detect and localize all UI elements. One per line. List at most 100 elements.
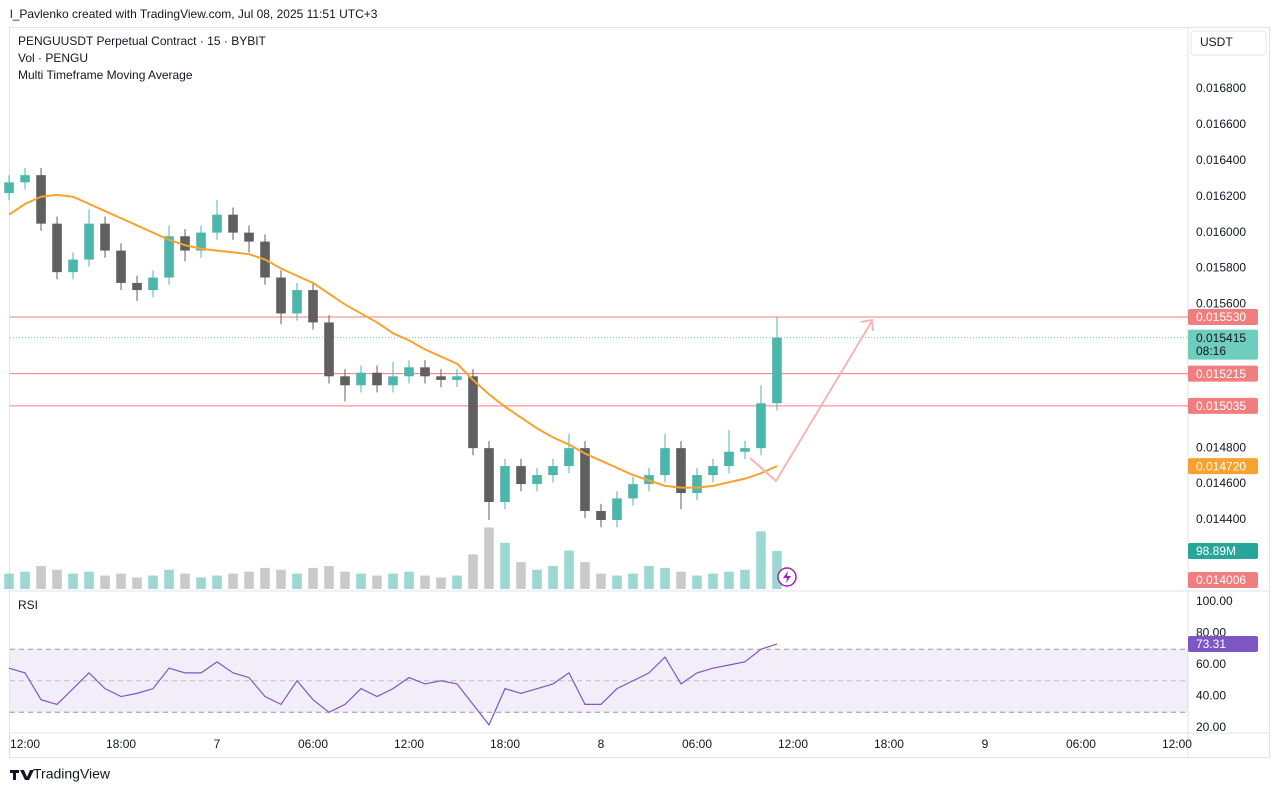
y-tick-label: 0.015600 bbox=[1196, 297, 1246, 311]
volume-bar bbox=[756, 531, 766, 589]
x-tick-label: 06:00 bbox=[298, 737, 328, 751]
volume-bar bbox=[68, 573, 78, 589]
volume-legend: Vol · PENGU bbox=[18, 51, 88, 65]
brand: TradingView bbox=[33, 766, 111, 782]
volume-bar bbox=[644, 565, 654, 589]
candle-body bbox=[740, 448, 750, 452]
candle-body bbox=[180, 236, 190, 251]
volume-bar bbox=[116, 573, 126, 589]
candle-body bbox=[580, 448, 590, 511]
candle-body bbox=[452, 376, 462, 380]
candle-body bbox=[52, 223, 62, 273]
candle-body bbox=[308, 290, 318, 323]
volume-bar bbox=[36, 565, 46, 589]
price-line-label: 0.015215 bbox=[1196, 367, 1246, 381]
candle-body bbox=[228, 214, 238, 233]
volume-bar bbox=[708, 573, 718, 589]
y-tick-label: 0.016200 bbox=[1196, 189, 1246, 203]
ma-legend: Multi Timeframe Moving Average bbox=[18, 68, 193, 82]
candle-body bbox=[772, 337, 782, 404]
current-price-label: 0.015415 bbox=[1196, 331, 1246, 345]
arrow-drawing bbox=[749, 320, 873, 483]
candle-body bbox=[36, 175, 46, 224]
volume-bar bbox=[100, 575, 110, 589]
candle-body bbox=[20, 175, 30, 183]
candle-body bbox=[132, 282, 142, 291]
volume-bar bbox=[180, 573, 190, 589]
volume-bar bbox=[596, 573, 606, 589]
y-tick-label: 0.014400 bbox=[1196, 512, 1246, 526]
volume-bar bbox=[276, 569, 286, 589]
y-tick-label: 0.016400 bbox=[1196, 153, 1246, 167]
candle-body bbox=[196, 232, 206, 251]
price-line-tag bbox=[1188, 397, 1258, 414]
volume-bar bbox=[324, 565, 334, 589]
volume-bar bbox=[84, 571, 94, 589]
candle-body bbox=[692, 475, 702, 494]
x-tick-label: 06:00 bbox=[1066, 737, 1096, 751]
volume-bar bbox=[660, 567, 670, 589]
volume-bar bbox=[132, 577, 142, 589]
volume-bar bbox=[148, 575, 158, 589]
price-line-label: 0.015530 bbox=[1196, 310, 1246, 324]
y-tick-label: 0.016800 bbox=[1196, 81, 1246, 95]
volume-bar bbox=[740, 569, 750, 589]
header: l_Pavlenko created with TradingView.com,… bbox=[10, 7, 378, 21]
volume-bar bbox=[356, 573, 366, 589]
volume-bar bbox=[20, 571, 30, 589]
candle-body bbox=[596, 510, 606, 520]
current-price-tag bbox=[1188, 329, 1258, 360]
volume-bar bbox=[388, 573, 398, 589]
rsi-label: 73.31 bbox=[1196, 637, 1226, 651]
moving-average bbox=[8, 193, 778, 489]
volume-bar bbox=[244, 571, 254, 589]
candle-body bbox=[292, 290, 302, 314]
candle-body bbox=[724, 451, 734, 467]
ma-label: 0.014720 bbox=[1196, 459, 1246, 473]
x-tick-label: 12:00 bbox=[1162, 737, 1192, 751]
candle-body bbox=[276, 277, 286, 314]
volume-bar bbox=[516, 562, 526, 589]
volume-bar bbox=[452, 575, 462, 589]
volume-bar bbox=[196, 577, 206, 589]
y-tick-label: 0.014600 bbox=[1196, 476, 1246, 490]
volume-bar bbox=[612, 575, 622, 589]
candle-body bbox=[516, 466, 526, 485]
low-marker-label: 0.014006 bbox=[1196, 573, 1246, 587]
x-tick-label: 12:00 bbox=[394, 737, 424, 751]
candle-body bbox=[500, 466, 510, 503]
rsi-tick-label: 40.00 bbox=[1196, 689, 1226, 703]
candle-body bbox=[708, 466, 718, 476]
candle-body bbox=[548, 466, 558, 476]
volume-bar bbox=[580, 562, 590, 589]
volume-label: 98.89M bbox=[1196, 544, 1236, 558]
volume-bar bbox=[404, 571, 414, 589]
volume-bar bbox=[500, 542, 510, 589]
volume-bar bbox=[676, 571, 686, 589]
candle-body bbox=[148, 277, 158, 291]
candle-body bbox=[484, 448, 494, 503]
symbol-title: PENGUUSDT Perpetual Contract · 15 · BYBI… bbox=[18, 34, 267, 48]
candle-body bbox=[164, 236, 174, 278]
candle-body bbox=[612, 498, 622, 520]
volume-bar bbox=[548, 565, 558, 589]
x-tick-label: 18:00 bbox=[874, 737, 904, 751]
x-tick-label: 12:00 bbox=[778, 737, 808, 751]
y-tick-label: 0.015800 bbox=[1196, 261, 1246, 275]
arrow-head bbox=[860, 318, 874, 332]
rsi-tick-label: 100.00 bbox=[1196, 594, 1233, 608]
candle-body bbox=[388, 376, 398, 386]
currency-button[interactable] bbox=[1190, 30, 1267, 56]
candle-body bbox=[356, 372, 366, 386]
volume-bar bbox=[340, 571, 350, 589]
candle-body bbox=[404, 367, 414, 377]
x-tick-label: 7 bbox=[214, 737, 221, 751]
x-tick-label: 06:00 bbox=[682, 737, 712, 751]
y-tick-label: 0.016000 bbox=[1196, 225, 1246, 239]
rsi-legend: RSI bbox=[18, 598, 38, 612]
candle-body bbox=[324, 322, 334, 377]
candle-body bbox=[628, 484, 638, 499]
volume-bar bbox=[532, 569, 542, 589]
volume-bar bbox=[772, 550, 782, 589]
